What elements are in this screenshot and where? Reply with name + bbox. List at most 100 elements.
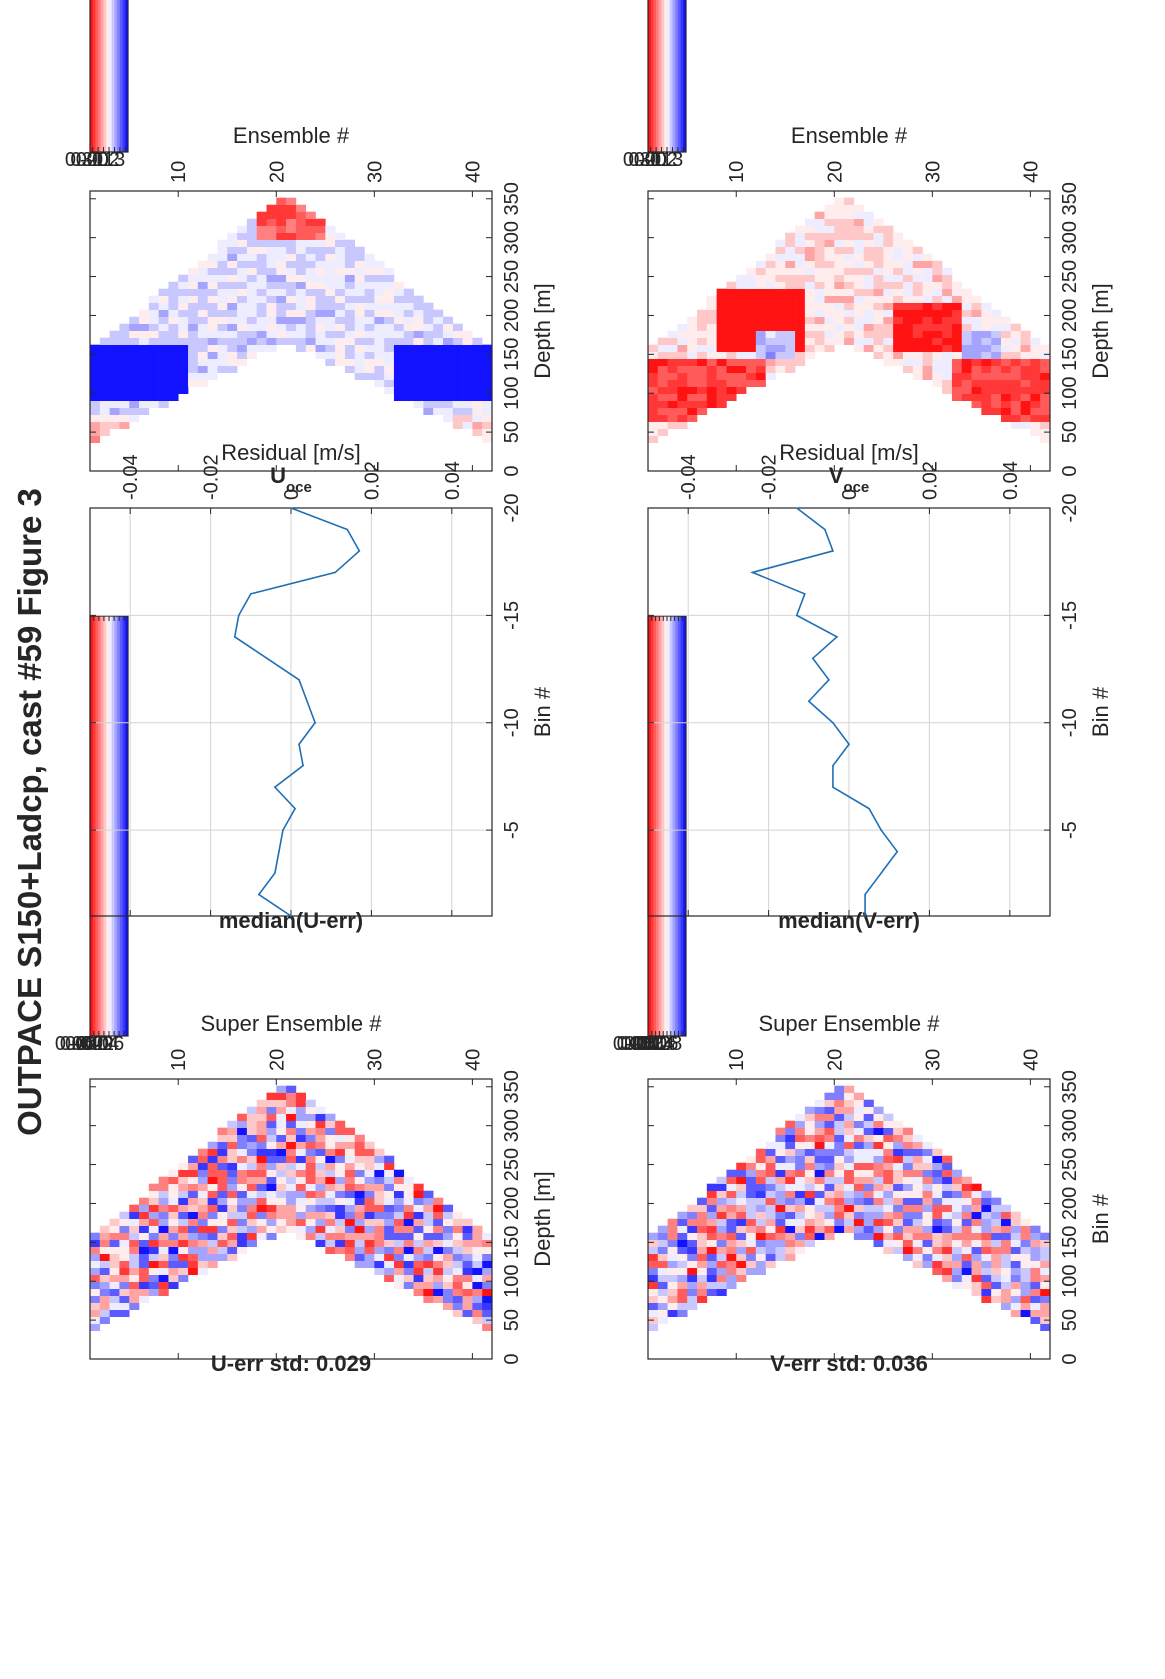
v-err-cell (1030, 1239, 1041, 1247)
u-err-cell (442, 1288, 454, 1296)
v-err-cell (677, 1246, 688, 1254)
u-err-cell (403, 1176, 414, 1184)
v-oce-cell (697, 372, 708, 380)
v-oce-cell (697, 330, 708, 338)
v-err-cell (706, 1253, 717, 1261)
v-err-cell (863, 1218, 874, 1226)
v-oce-cell (902, 351, 914, 359)
u-oce-cell (472, 351, 483, 359)
v-oce-cell (785, 344, 796, 352)
u-oce-cell (109, 421, 120, 429)
v-oce-cell (824, 267, 835, 275)
v-err-cell (736, 1225, 747, 1233)
u-oce-cell (90, 365, 101, 373)
v-oce-cell (834, 204, 845, 212)
u-oce-cell (99, 421, 110, 429)
u-err-cell (188, 1197, 199, 1205)
v-oce-cell (873, 323, 884, 331)
u-oce-cell (305, 281, 316, 289)
u-err-frame (89, 1078, 493, 1360)
u-err-ytick-label-3: 150 (501, 1226, 523, 1259)
median-v-point (832, 550, 834, 552)
u-oce-cell (335, 344, 346, 352)
v-err-cell (814, 1148, 825, 1156)
u-err-cell (325, 1232, 336, 1240)
v-oce-cell (697, 379, 708, 387)
v-err-cell (716, 1281, 727, 1289)
u-err-cell (384, 1162, 395, 1170)
v-err-cell (971, 1204, 982, 1212)
u-err-cell (295, 1127, 307, 1135)
u-err-cell (384, 1267, 395, 1275)
v-err-cell (971, 1218, 982, 1226)
median-v-ytick-label-2: -15 (1059, 601, 1081, 630)
v-err-cell (1000, 1225, 1012, 1233)
v-oce-cell (951, 386, 963, 394)
median-v-point (832, 786, 834, 788)
u-oce-cell (423, 351, 434, 359)
u-err-cell (325, 1120, 336, 1128)
v-err-cell (1030, 1267, 1041, 1275)
v-err-cell (844, 1148, 855, 1156)
u-err-cell (423, 1274, 434, 1282)
u-oce-cell (403, 288, 414, 296)
u-oce-cell (286, 197, 297, 205)
u-oce-cell (246, 253, 257, 261)
v-oce-cell (746, 337, 757, 345)
u-oce-cell (452, 386, 463, 394)
v-err-cell (912, 1197, 923, 1205)
v-oce-ytick-label-0: 0 (1059, 465, 1081, 476)
v-err-cell (902, 1239, 914, 1247)
u-oce-cell (217, 309, 228, 317)
v-err-cell (716, 1190, 727, 1198)
v-err-cell (775, 1155, 786, 1163)
median-v-point (795, 614, 798, 617)
v-oce-cell (853, 316, 865, 324)
u-err-cell (354, 1197, 365, 1205)
u-err-cell (148, 1197, 159, 1205)
u-err-cell (344, 1183, 356, 1191)
u-oce-cell (325, 288, 336, 296)
v-err-cell (746, 1204, 757, 1212)
v-oce-cell (853, 337, 865, 345)
v-oce-cell (765, 309, 776, 317)
v-oce-cell (902, 337, 914, 345)
u-oce-cell (384, 372, 395, 380)
u-err-cell (246, 1155, 257, 1163)
u-oce-cell (413, 330, 424, 338)
u-err-cell (197, 1148, 208, 1156)
u-oce-colorbar-label-1: 0.2 (70, 149, 98, 171)
v-oce-ytick-label-4: 200 (1059, 299, 1081, 332)
u-oce-cell (354, 372, 365, 380)
v-err-cell (716, 1232, 727, 1240)
u-oce-cell (197, 295, 208, 303)
median-u-point (302, 764, 304, 767)
v-err-ytick-label-7: 350 (1059, 1070, 1081, 1103)
u-err-cell (423, 1225, 434, 1233)
v-err-cell (706, 1204, 717, 1212)
u-err-cell (168, 1267, 179, 1275)
u-oce-cell (433, 337, 444, 345)
u-err-cell (482, 1323, 493, 1331)
u-err-cell (217, 1218, 228, 1226)
u-oce-cell (266, 281, 277, 289)
u-oce-cell (217, 288, 228, 296)
u-err-cell (99, 1281, 110, 1289)
v-err-cell (834, 1134, 845, 1142)
u-oce-cell (168, 288, 179, 296)
u-oce-cell (403, 393, 414, 401)
v-err-cell (785, 1127, 796, 1135)
median-u-point (290, 915, 292, 917)
v-err-cell (853, 1232, 865, 1240)
v-oce-cell (922, 302, 933, 310)
u-err-cell (305, 1134, 316, 1142)
u-err-cell (452, 1246, 463, 1254)
u-err-cell (90, 1267, 101, 1275)
u-err-cell (354, 1155, 365, 1163)
v-err-cell (697, 1267, 708, 1275)
u-err-cell (325, 1211, 336, 1219)
u-err-cell (413, 1211, 424, 1219)
u-oce-cell (286, 323, 297, 331)
u-err-cell (305, 1225, 316, 1233)
u-oce-cell (119, 358, 130, 366)
